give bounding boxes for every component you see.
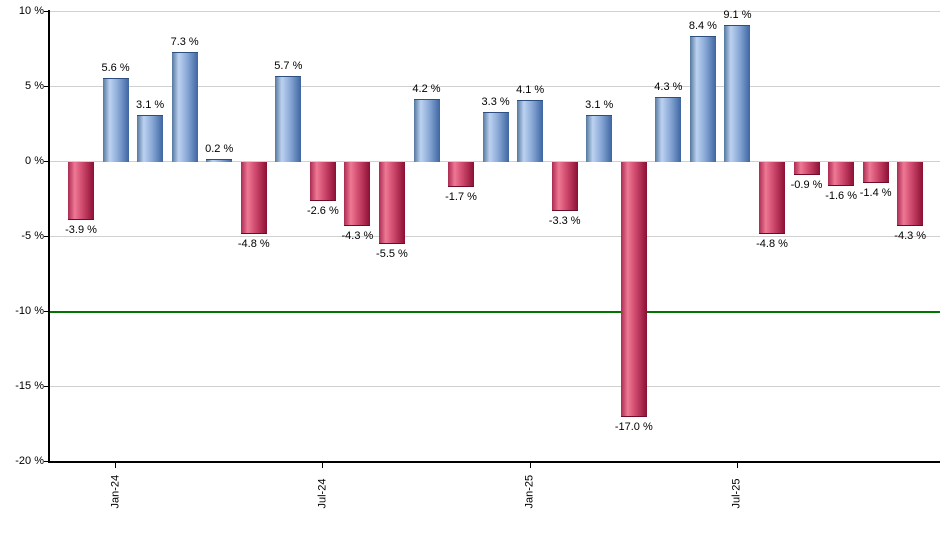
y-tick-label: 5 % [25,80,44,92]
x-tick-label: Jul-25 [730,478,743,509]
bar [344,161,371,226]
bar-value-label: -4.3 % [894,230,927,242]
x-tick-mark [115,462,117,468]
bar-value-label: -3.9 % [65,224,97,236]
y-tick-label: -10 % [15,305,44,317]
bar-value-label: -1.6 % [825,189,857,202]
y-tick-mark [44,236,48,237]
bar-value-label: 8.4 % [688,19,717,32]
bar-value-label: 4.2 % [412,82,441,95]
bar-value-label: -1.4 % [859,186,892,199]
gridline-10 [48,11,940,12]
bar [171,52,198,162]
bar-value-label: 9.1 % [723,9,752,21]
y-tick-mark [44,311,48,312]
bar [517,100,544,162]
y-tick-mark [44,386,48,387]
x-tick-label: Jan-25 [523,474,536,509]
bar [137,115,164,162]
gridline-5 [48,86,940,87]
bar-value-label: 0.2 % [205,142,234,155]
gridline--5 [48,236,940,237]
bar [655,97,682,162]
bar-value-label: 3.1 % [136,99,165,111]
bar [620,161,647,417]
bar [759,161,785,234]
bar-value-label: -0.9 % [790,179,823,191]
reference-line [48,310,940,313]
x-axis [48,460,940,463]
bar-value-label: 4.1 % [516,84,545,96]
bar [309,161,336,201]
bar-value-label: 5.6 % [101,61,130,74]
bar-value-label: 3.1 % [585,99,614,111]
y-tick-mark [44,161,48,162]
bar [378,161,405,244]
bar [275,76,302,162]
bar [448,161,475,187]
bar [689,35,716,162]
bar [586,115,613,162]
y-tick-label: -5 % [21,230,44,242]
bar [68,161,94,220]
x-tick-label: Jan-24 [109,474,122,509]
y-tick-mark [44,86,48,87]
y-tick-label: -15 % [15,380,44,392]
x-tick-mark [529,462,531,468]
bar-value-label: -17.0 % [614,420,653,433]
bar [413,98,440,162]
bar-value-label: 5.7 % [274,60,303,72]
bar [551,161,578,211]
bar-value-label: -4.8 % [237,237,270,250]
x-tick-label: Jul-24 [316,478,329,509]
bar-value-label: -4.3 % [341,230,374,242]
bar-value-label: -1.7 % [445,191,477,203]
bar [897,161,924,226]
bar-value-label: -3.3 % [548,215,581,227]
gridline-0 [48,161,940,162]
bar-value-label: -4.8 % [756,237,788,250]
y-tick-label: 10 % [18,5,44,17]
bar [828,161,855,186]
bar [206,158,233,162]
gridline--15 [48,386,940,387]
bar-value-label: 4.3 % [654,81,683,93]
y-tick-label: -20 % [15,455,44,467]
bar [482,112,509,162]
bar [240,161,267,234]
x-tick-mark [322,462,324,468]
y-axis [48,9,50,463]
y-tick-mark [44,11,48,12]
bar-value-label: 3.3 % [481,96,510,108]
y-tick-label: 0 % [25,155,44,167]
bar-value-label: -2.6 % [306,204,339,217]
bar [862,161,889,183]
y-tick-mark [44,461,48,462]
bar-value-label: -5.5 % [376,248,408,260]
bar [724,25,751,162]
bar-value-label: 7.3 % [170,36,199,48]
bar [793,161,820,175]
bar [102,77,129,162]
x-tick-mark [736,462,738,468]
